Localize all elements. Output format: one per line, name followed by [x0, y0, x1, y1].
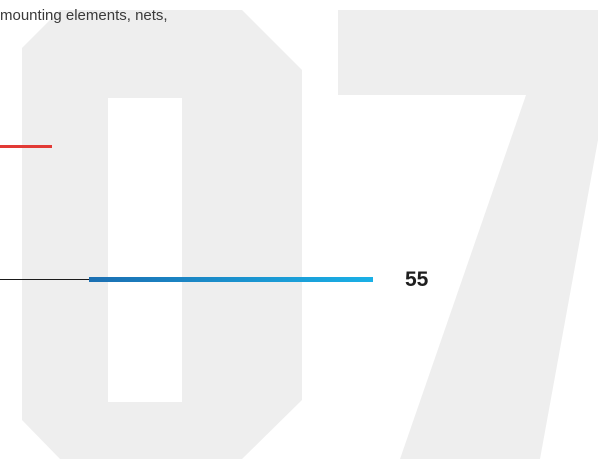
page-number: 55	[405, 268, 429, 291]
footer-gradient-bar	[89, 277, 373, 282]
section-accent-rule	[0, 145, 52, 148]
background-digit-7	[338, 10, 598, 459]
body-text-fragment: mounting elements, nets,	[0, 7, 168, 24]
footer-rule-line	[0, 279, 90, 280]
background-digit-0	[22, 10, 302, 459]
